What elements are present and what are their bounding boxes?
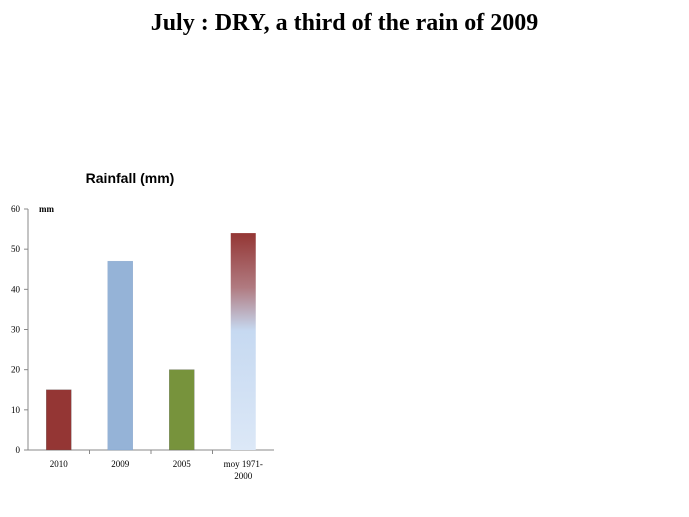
rainfall-chart: 0 10 20 30 40 50 60 mm 2010 2009 2005 moy 1971- 2000 [11,204,274,481]
bar-2005 [169,369,195,451]
y-tick-label: 60 [11,204,21,214]
bar-moy-1971-2000 [230,233,256,450]
bar-2009 [107,260,133,451]
y-tick-label: 50 [11,244,21,254]
y-tick-label: 30 [11,325,21,335]
y-tick-label: 0 [16,445,21,455]
y-unit-label: mm [39,204,54,214]
chart-title: Rainfall (mm) [85,170,175,186]
x-category-label: 2005 [173,459,192,469]
y-tick-label: 10 [11,405,21,415]
y-tick-label: 20 [11,365,21,375]
x-category-label: 2000 [234,471,253,481]
slide-title: July : DRY, a third of the rain of 2009 [150,10,539,36]
bar-2010 [46,389,72,451]
x-category-label: moy 1971- [224,459,263,469]
x-category-label: 2010 [50,459,69,469]
x-category-label: 2009 [111,459,130,469]
y-tick-label: 40 [11,284,21,294]
